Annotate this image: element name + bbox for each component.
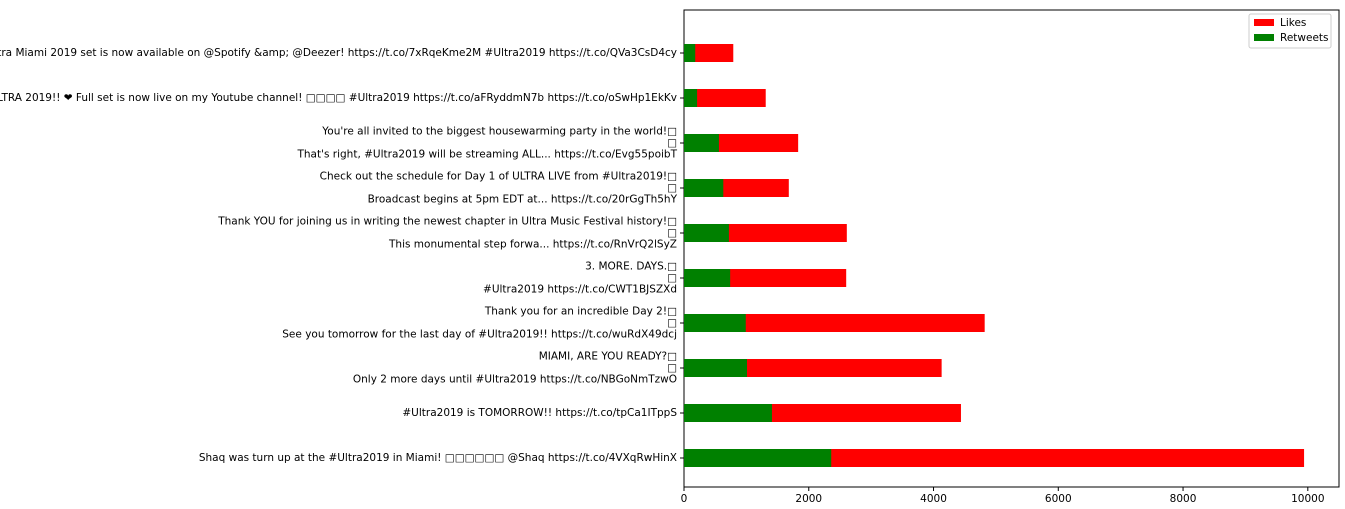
y-tick-label: Shaq was turn up at the #Ultra2019 in Mi… — [199, 452, 677, 464]
label-line: See you tomorrow for the last day of #Ul… — [282, 329, 677, 341]
label-line: □ — [667, 137, 677, 149]
x-tick-label: 4000 — [920, 493, 947, 505]
label-line: MIAMI, ARE YOU READY?□ — [539, 351, 677, 363]
legend-label: Likes — [1280, 17, 1306, 29]
label-line: 3. MORE. DAYS.□ — [585, 261, 677, 273]
x-tick-label: 10000 — [1291, 493, 1324, 505]
bar — [684, 89, 766, 107]
bar — [684, 44, 696, 62]
bar — [684, 404, 772, 422]
y-tick-label: #Ultra2019 is TOMORROW!! https://t.co/tp… — [402, 407, 677, 419]
label-line: Thank you for an incredible Day 2!□ — [484, 306, 677, 318]
bar — [684, 449, 1305, 467]
bar — [684, 359, 748, 377]
y-tick-label: 3. MORE. DAYS.□ □ #Ultra2019 https://t.co/… — [483, 261, 677, 296]
label-line: Thank YOU for joining us in writing the … — [217, 216, 677, 228]
label-line: This monumental step forwa... https://t.… — [388, 239, 677, 251]
label-line: □ — [667, 182, 677, 194]
x-tick-label: 8000 — [1170, 493, 1197, 505]
label-line: □ — [667, 317, 677, 329]
y-tick-label: ULTRA 2019!! ❤ Full set is now live on m… — [0, 92, 677, 104]
label-line: Only 2 more days until #Ultra2019 https:… — [353, 374, 677, 386]
y-tick-label: My @ultra Miami 2019 set is now availabl… — [0, 47, 677, 59]
bar — [684, 44, 734, 62]
y-tick-label: MIAMI, ARE YOU READY?□ □ Only 2 more days … — [353, 351, 677, 386]
legend-label: Retweets — [1280, 32, 1329, 44]
bar — [684, 359, 942, 377]
legend-swatch — [1254, 34, 1274, 41]
y-tick-label: Thank you for an incredible Day 2!□ □ See … — [282, 306, 677, 341]
bar — [684, 314, 985, 332]
label-line: #Ultra2019 https://t.co/CWT1BJSZXd — [483, 284, 677, 296]
bar — [684, 89, 698, 107]
y-tick-label: Check out the schedule for Day 1 of ULTR… — [320, 171, 678, 206]
bar — [684, 224, 729, 242]
bar — [684, 269, 731, 287]
bar — [684, 134, 719, 152]
label-line: □ — [667, 227, 677, 239]
label-line: □ — [667, 362, 677, 374]
label-line: Broadcast begins at 5pm EDT at... https:… — [368, 194, 678, 206]
y-tick-label: Thank YOU for joining us in writing the … — [217, 216, 677, 251]
x-tick-label: 0 — [681, 493, 688, 505]
label-line: That's right, #Ultra2019 will be streami… — [296, 149, 677, 161]
label-line: You're all invited to the biggest housew… — [321, 126, 677, 138]
y-tick-label: You're all invited to the biggest housew… — [296, 126, 677, 161]
x-tick-label: 6000 — [1045, 493, 1072, 505]
label-line: Check out the schedule for Day 1 of ULTR… — [320, 171, 677, 183]
x-tick-label: 2000 — [795, 493, 822, 505]
label-line: □ — [667, 272, 677, 284]
bar — [684, 314, 746, 332]
legend-swatch — [1254, 19, 1274, 26]
bar — [684, 179, 724, 197]
bar — [684, 449, 832, 467]
